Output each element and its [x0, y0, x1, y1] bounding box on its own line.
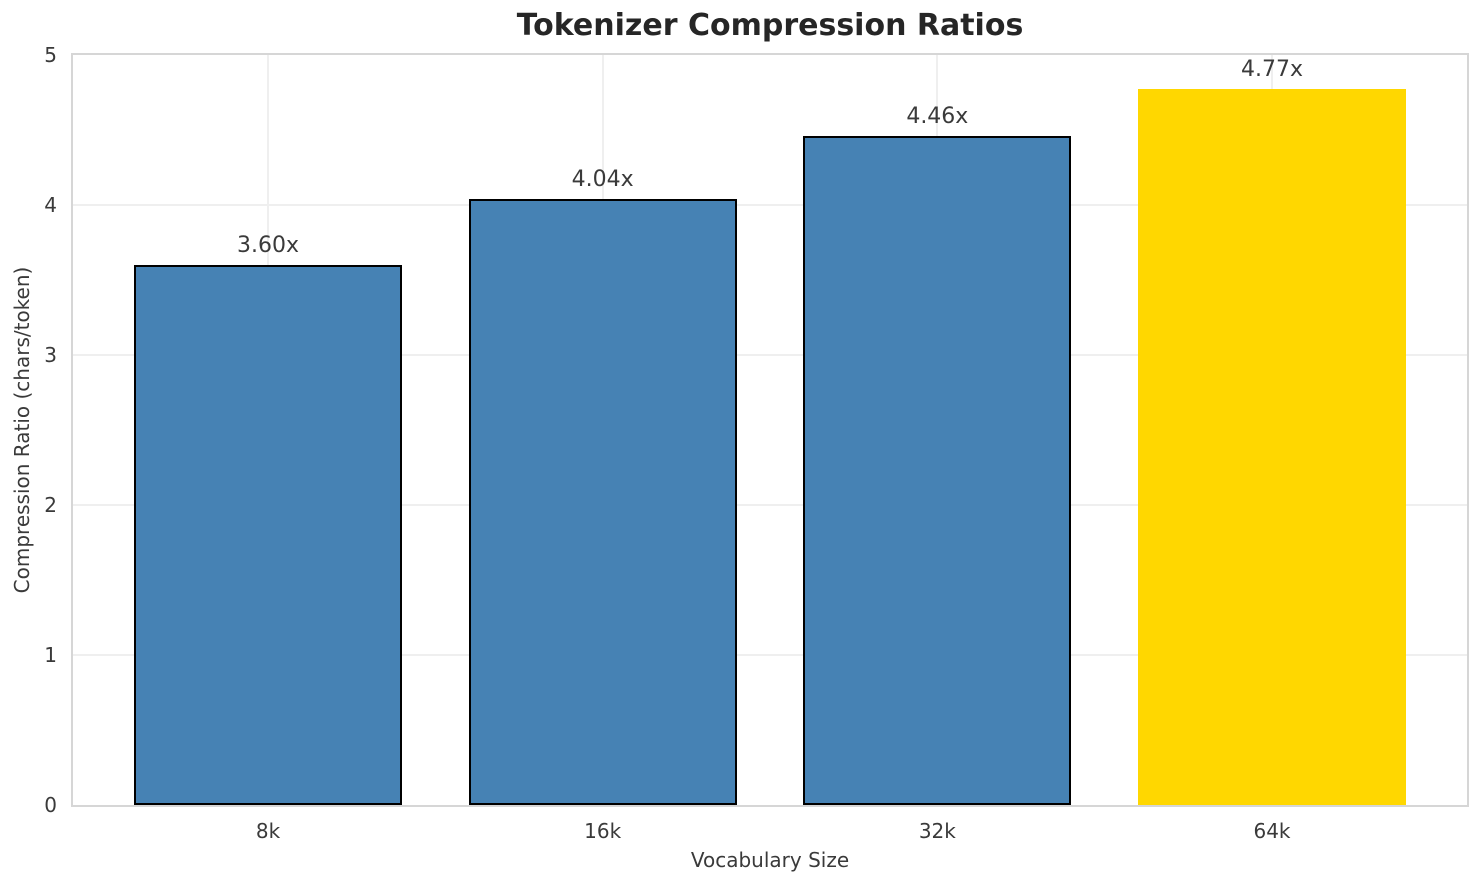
y-tick-label: 5: [44, 43, 57, 67]
x-tick-label: 16k: [584, 819, 622, 843]
y-tick-label: 0: [44, 793, 57, 817]
y-tick-label: 1: [44, 643, 57, 667]
x-tick-label: 64k: [1253, 819, 1291, 843]
h-gridline: [73, 654, 1467, 656]
bar-64k: [1138, 89, 1406, 805]
chart-title: Tokenizer Compression Ratios: [516, 8, 1024, 43]
x-axis-label: Vocabulary Size: [690, 848, 850, 872]
bar-8k: [134, 265, 402, 805]
h-gridline: [73, 504, 1467, 506]
y-tick-label: 4: [44, 193, 57, 217]
bar-value-label: 4.04x: [571, 167, 634, 192]
y-tick-label: 3: [44, 343, 57, 367]
h-gridline: [73, 354, 1467, 356]
bar-value-label: 4.46x: [906, 104, 969, 129]
plot-area: 3.60x 4.04x 4.46x 4.77x: [71, 53, 1469, 807]
y-tick-label: 2: [44, 493, 57, 517]
x-tick-label: 8k: [255, 819, 281, 843]
x-tick-label: 32k: [918, 819, 956, 843]
bar-16k: [468, 199, 737, 805]
bar-32k: [803, 136, 1072, 805]
bar-value-label: 4.77x: [1240, 57, 1304, 82]
y-axis-label-text: Compression Ratio (chars/token): [10, 266, 34, 594]
bar-value-label: 3.60x: [236, 233, 300, 258]
h-gridline: [73, 204, 1467, 206]
